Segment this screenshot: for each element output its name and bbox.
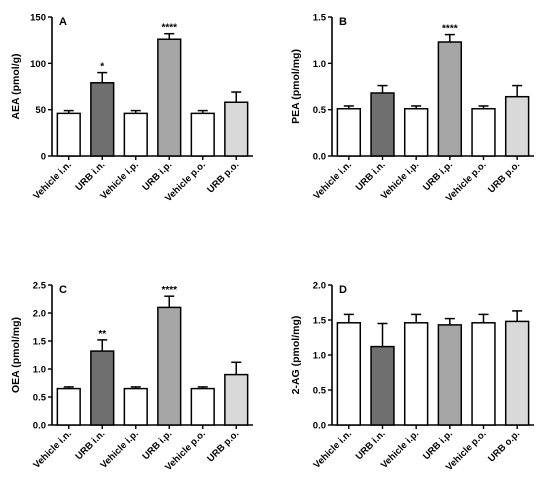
y-tick-label: 0.0 <box>313 421 326 432</box>
y-tick-label: 1.0 <box>33 365 46 376</box>
category-label: URB i.p. <box>421 159 455 193</box>
category-label: Vehicle i.n. <box>311 159 354 202</box>
bar-3 <box>123 387 148 426</box>
y-tick-label: 50 <box>35 105 46 116</box>
bar-3 <box>403 107 429 157</box>
category-label: URB i.p. <box>421 428 455 462</box>
y-tick-label: 0.0 <box>33 421 46 432</box>
y-tick-label: 150 <box>30 13 46 24</box>
y-tick-label: 0.5 <box>33 393 47 404</box>
y-tick-label: 0.0 <box>313 152 326 163</box>
y-tick-label: 1.0 <box>313 351 326 362</box>
y-tick-label: 0.5 <box>313 386 327 397</box>
significance-label: **** <box>442 24 458 35</box>
panel-letter: C <box>59 284 67 296</box>
bar-5 <box>471 322 496 426</box>
bar-1 <box>56 387 81 426</box>
bar-4 <box>157 306 182 426</box>
category-label: URB i.p. <box>140 159 174 193</box>
y-tick-label: 2.0 <box>313 281 326 292</box>
category-label: URB p.o. <box>486 159 522 195</box>
category-label: URB i.p. <box>140 428 174 462</box>
category-label: URB p.o. <box>205 159 241 195</box>
y-tick-label: 2.0 <box>33 309 46 320</box>
y-tick-label: 1.0 <box>313 59 326 70</box>
panel-d: 0.0 0.5 1.0 1.5 2.0 2-AG (pmol/mg) D Vehicle i.… <box>290 281 534 473</box>
y-tick-label: 1.5 <box>313 13 327 24</box>
category-label: URB i.n. <box>354 428 388 462</box>
bar-2 <box>370 345 395 426</box>
significance-label: * <box>100 62 104 73</box>
category-label: URB o.p. <box>486 428 522 464</box>
category-label: URB i.n. <box>73 159 107 193</box>
y-tick-label: 100 <box>30 59 46 70</box>
bar-4 <box>437 41 463 157</box>
bar-3 <box>403 322 429 426</box>
y-axis-title: OEA (pmol/mg) <box>10 317 22 393</box>
panel-letter: A <box>59 16 67 28</box>
significance-label: ** <box>98 329 106 340</box>
bar-2 <box>90 350 115 426</box>
significance-label: **** <box>161 285 177 296</box>
category-label: URB i.n. <box>73 428 107 462</box>
y-tick-label: 0.5 <box>313 105 327 116</box>
bar-6 <box>504 95 530 157</box>
panel-letter: D <box>339 284 347 296</box>
y-axis-title: PEA (pmol/mg) <box>290 49 302 124</box>
bar-4 <box>437 324 463 426</box>
y-tick-label: 1.5 <box>33 337 47 348</box>
category-label: Vehicle i.n. <box>311 428 354 471</box>
bar-6 <box>224 101 249 157</box>
y-axis-title: 2-AG (pmol/mg) <box>290 316 302 395</box>
bar-4 <box>157 38 182 157</box>
bar-6 <box>224 373 249 426</box>
bar-3 <box>123 112 148 157</box>
bar-2 <box>90 82 115 157</box>
y-tick-label: 1.5 <box>313 316 327 327</box>
bar-5 <box>190 387 215 426</box>
panel-letter: B <box>339 16 347 28</box>
bar-1 <box>336 322 362 426</box>
y-tick-label: 0 <box>41 152 46 163</box>
bar-6 <box>504 320 530 426</box>
y-tick-label: 2.5 <box>33 281 47 292</box>
bar-2 <box>370 92 395 157</box>
bar-5 <box>190 112 215 157</box>
bar-5 <box>471 107 496 157</box>
bar-1 <box>336 107 362 157</box>
bar-1 <box>56 112 81 157</box>
y-axis-title: AEA (pmol/g) <box>10 53 22 119</box>
panel-c: 0.0 0.5 1.0 1.5 2.0 2.5 OEA (pmol/mg) C Vehicle … <box>10 281 253 473</box>
panel-a: 0 50 100 150 AEA (pmol/g) A Vehicle i.n. * URB i… <box>10 13 253 204</box>
significance-label: **** <box>161 23 177 34</box>
category-label: Vehicle i.n. <box>31 428 74 471</box>
category-label: URB p.o. <box>205 428 241 464</box>
category-label: Vehicle i.n. <box>31 159 74 202</box>
category-label: URB i.n. <box>354 159 388 193</box>
